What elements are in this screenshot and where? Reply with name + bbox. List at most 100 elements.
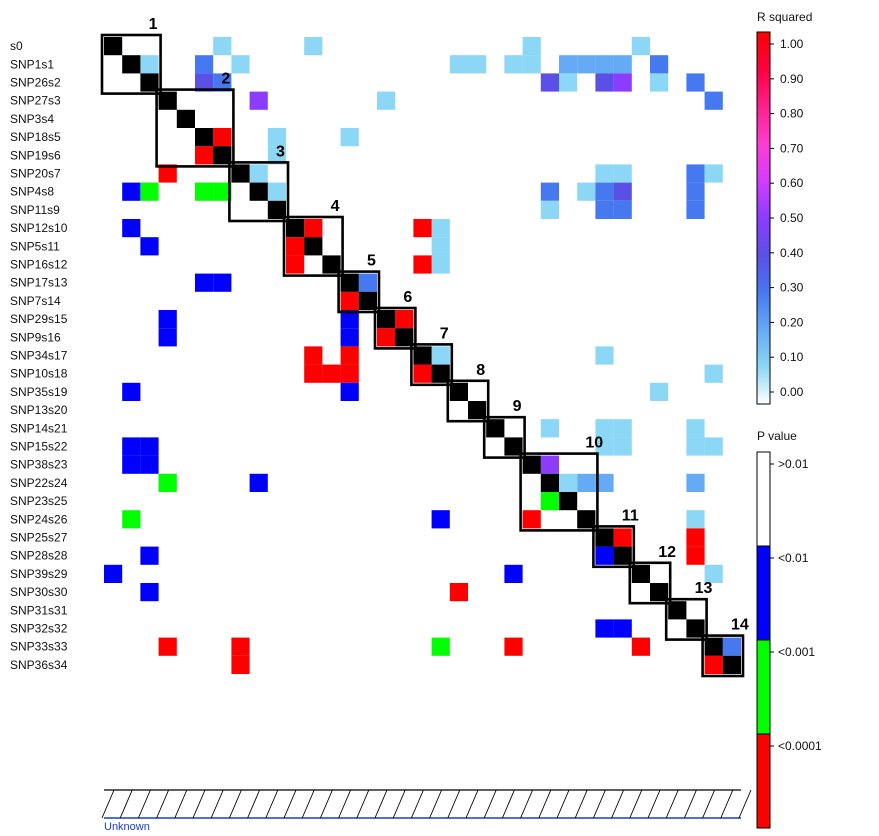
heatmap-cell [249,91,268,110]
strip-hatch [247,789,261,819]
block-label: 9 [513,398,522,415]
heatmap-cell [686,200,705,219]
diagonal-cell [631,564,650,583]
marker-label: SNP16s12 [10,258,68,272]
heatmap-cell [104,564,123,583]
heatmap-cell [613,528,632,547]
marker-label: SNP38s23 [10,458,68,472]
diagonal-cell [686,619,705,638]
heatmap-cell [340,382,359,401]
heatmap-cell [595,346,614,365]
p-value-band [756,639,771,735]
heatmap-cells [104,37,741,674]
heatmap-cell [158,637,177,656]
heatmap-cell [395,310,414,329]
diagonal-cell [704,637,723,656]
strip-hatch [429,789,443,819]
diagonal-cell [158,91,177,110]
strip-hatch [210,789,224,819]
heatmap-cell [195,273,214,292]
heatmap-cell [431,219,450,238]
marker-label: SNP30s30 [10,585,68,599]
heatmap-cell [704,564,723,583]
unknown-label: Unknown [104,821,150,833]
strip-hatch [265,789,279,819]
marker-label: SNP24s26 [10,512,68,526]
heatmap-cell [340,346,359,365]
strip-hatch [592,789,606,819]
strip-hatch [119,789,133,819]
marker-labels: s0 SNP1s1 SNP26s2 SNP27s3 SNP3s4 SNP18s5 SNP19… [10,39,68,672]
heatmap-cell [231,655,250,674]
marker-label: SNP28s28 [10,549,68,563]
heatmap-cell [595,55,614,74]
heatmap-cell [540,200,559,219]
heatmap-cell [522,37,541,56]
heatmap-cell [559,473,578,492]
marker-label: SNP23s25 [10,494,68,508]
marker-label: SNP9s16 [10,330,61,344]
p-value-legend-title: P value [757,429,797,443]
marker-label: SNP26s2 [10,76,61,90]
marker-label: SNP14s21 [10,421,68,435]
heatmap-cell [377,91,396,110]
heatmap-cell [704,437,723,456]
heatmap-cell [540,455,559,474]
block-label: 6 [403,289,412,306]
strip-hatch [520,789,534,819]
strip-hatch [156,789,170,819]
marker-label: SNP34s17 [10,349,68,363]
diagonal-cell [413,346,432,365]
heatmap-cell [413,219,432,238]
r-squared-colorbar [756,31,771,405]
r-squared-tick-label: 0.60 [780,176,804,190]
heatmap-cell [249,473,268,492]
heatmap-cell [231,55,250,74]
heatmap-cell [286,255,305,274]
diagonal-cell [540,473,559,492]
diagonal-cell [577,510,596,529]
heatmap-cell [431,255,450,274]
r-squared-tick-label: 0.50 [780,211,804,225]
block-label: 11 [622,507,639,524]
heatmap-cell [304,364,323,383]
heatmap-cell [504,564,523,583]
diagonal-cell [340,273,359,292]
strip-hatch [702,789,716,819]
block-label: 10 [585,435,603,452]
strip-hatch [338,789,352,819]
heatmap-cell [504,55,523,74]
heatmap-cell [358,273,377,292]
strip-hatch [392,789,406,819]
strip-hatch [137,789,151,819]
strip-hatch [356,789,370,819]
heatmap-cell [650,55,669,74]
marker-label: SNP36s34 [10,658,68,672]
heatmap-cell [340,310,359,329]
marker-label: SNP13s20 [10,403,68,417]
heatmap-cell [686,164,705,183]
heatmap-cell [267,146,286,165]
heatmap-cell [650,73,669,92]
heatmap-cell [322,364,341,383]
block-outline [100,33,162,95]
heatmap-cell [504,637,523,656]
heatmap-cell [704,364,723,383]
diagonal-cells [104,37,741,674]
r-squared-tick-label: 0.20 [780,315,804,329]
heatmap-cell [595,164,614,183]
strip-hatch [665,789,679,819]
heatmap-cell [686,546,705,565]
heatmap-cell [577,55,596,74]
block-label: 3 [276,143,285,160]
heatmap-cell [650,382,669,401]
heatmap-cell [213,128,232,147]
heatmap-cell [158,310,177,329]
marker-label: SNP32s32 [10,622,68,636]
marker-label: SNP22s24 [10,476,68,490]
heatmap-cell [431,237,450,256]
heatmap-cell [213,37,232,56]
heatmap-cell [613,619,632,638]
heatmap-cell [431,637,450,656]
